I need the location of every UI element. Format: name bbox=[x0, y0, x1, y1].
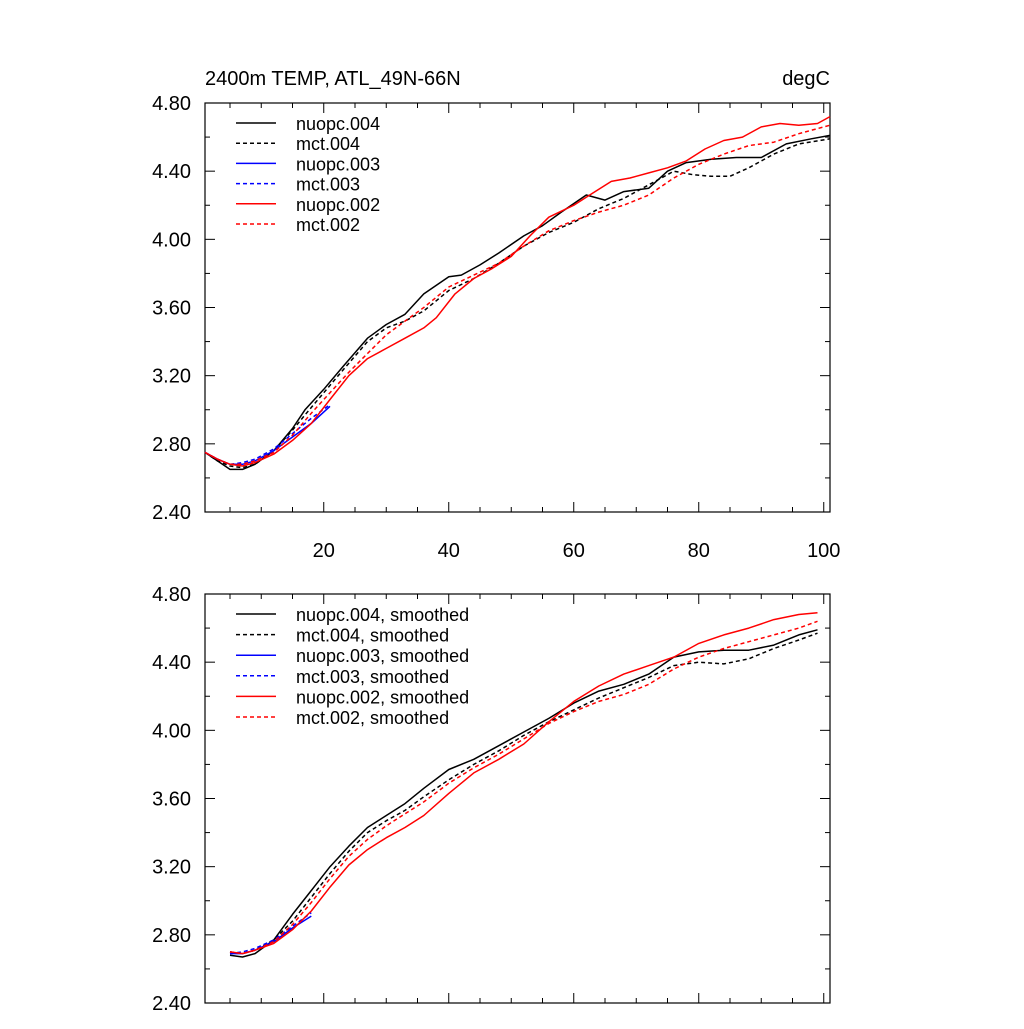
y-tick-label: 4.40 bbox=[152, 161, 191, 183]
x-tick-label: 40 bbox=[438, 540, 460, 562]
y-tick-label: 4.40 bbox=[152, 652, 191, 674]
series-line-mct-002 bbox=[204, 124, 831, 466]
series-line-mct-004-smoothed bbox=[229, 632, 818, 955]
legend: nuopc.004mct.004nuopc.003mct.003nuopc.00… bbox=[236, 114, 380, 235]
x-tick-label: 20 bbox=[313, 540, 335, 562]
y-tick-label: 4.80 bbox=[152, 584, 191, 606]
y-tick-label: 4.00 bbox=[152, 720, 191, 742]
series-line-mct-002-smoothed bbox=[229, 620, 818, 955]
legend-label: mct.002 bbox=[296, 215, 360, 235]
legend-label: nuopc.003 bbox=[296, 154, 380, 174]
y-tick-label: 2.80 bbox=[152, 434, 191, 456]
y-tick-label: 3.20 bbox=[152, 857, 191, 879]
x-tick-label: 60 bbox=[563, 540, 585, 562]
y-tick-label: 3.60 bbox=[152, 789, 191, 811]
legend-label: mct.003 bbox=[296, 175, 360, 195]
legend-label: mct.003, smoothed bbox=[296, 667, 449, 687]
legend-label: nuopc.002, smoothed bbox=[296, 687, 469, 707]
series-line-mct-003 bbox=[204, 403, 331, 466]
series-line-nuopc-004-smoothed bbox=[229, 629, 818, 958]
chart-panel-2: 2.40 2.80 3.20 3.60 4.00 4.40 4.80 nuopc.004, s… bbox=[152, 584, 831, 1015]
legend-label: nuopc.004, smoothed bbox=[296, 605, 469, 625]
series-line-nuopc-002 bbox=[204, 115, 831, 467]
y-tick-label: 2.40 bbox=[152, 993, 191, 1015]
y-tick-label: 2.80 bbox=[152, 925, 191, 947]
y-tick-label: 4.00 bbox=[152, 229, 191, 251]
chart-panel-1: 2.40 2.80 3.20 3.60 4.00 4.40 4.80 20 40 60 80 100 2… bbox=[152, 68, 840, 562]
legend-label: nuopc.003, smoothed bbox=[296, 646, 469, 666]
y-tick-label: 4.80 bbox=[152, 93, 191, 115]
legend-label: mct.002, smoothed bbox=[296, 708, 449, 728]
series-line-nuopc-002-smoothed bbox=[229, 611, 818, 955]
y-tick-label: 2.40 bbox=[152, 502, 191, 524]
chart-title: 2400m TEMP, ATL_49N-66N bbox=[205, 68, 461, 90]
y-tick-label: 3.60 bbox=[152, 298, 191, 320]
x-tick-label: 100 bbox=[807, 540, 840, 562]
x-tick-label: 80 bbox=[688, 540, 710, 562]
legend-label: mct.004, smoothed bbox=[296, 626, 449, 646]
chart-units: degC bbox=[782, 68, 830, 90]
legend-label: nuopc.004 bbox=[296, 114, 380, 134]
series-line-mct-003-smoothed bbox=[229, 912, 312, 955]
y-tick-label: 3.20 bbox=[152, 366, 191, 388]
legend-label: mct.004 bbox=[296, 134, 360, 154]
legend-label: nuopc.002 bbox=[296, 195, 380, 215]
